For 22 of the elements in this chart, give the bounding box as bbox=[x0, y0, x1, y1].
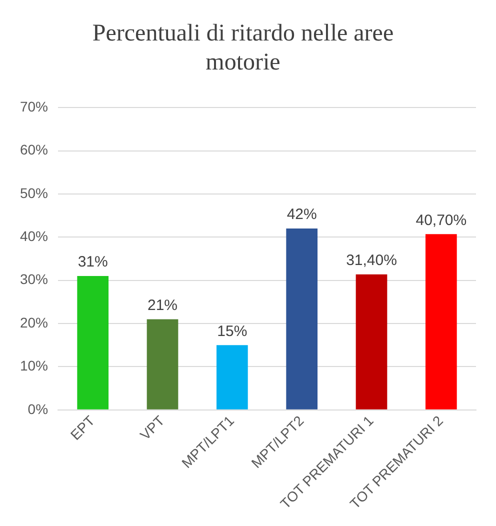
bar bbox=[216, 345, 248, 410]
data-label: 21% bbox=[148, 296, 178, 314]
y-tick-label: 0% bbox=[28, 400, 48, 417]
y-tick-label: 60% bbox=[20, 142, 48, 158]
bar bbox=[356, 274, 388, 410]
chart-title: Percentuali di ritardo nelle aree motorie bbox=[92, 20, 394, 76]
bar bbox=[146, 319, 178, 410]
y-tick-label: 30% bbox=[20, 271, 48, 288]
y-tick-label: 10% bbox=[20, 358, 48, 374]
data-label: 15% bbox=[217, 322, 248, 340]
bar bbox=[425, 234, 457, 410]
data-label: 31,40% bbox=[346, 252, 397, 269]
y-tick-label: 20% bbox=[20, 314, 48, 330]
y-tick-label: 70% bbox=[20, 98, 48, 114]
y-tick-label: 50% bbox=[20, 184, 48, 201]
y-tick-label: 40% bbox=[20, 228, 48, 244]
bar bbox=[77, 276, 109, 410]
data-label: 40,70% bbox=[416, 212, 467, 229]
bar bbox=[286, 228, 318, 410]
x-tick-label: VPT bbox=[136, 412, 168, 443]
data-label: 31% bbox=[78, 254, 108, 271]
data-label: 42% bbox=[286, 206, 317, 224]
